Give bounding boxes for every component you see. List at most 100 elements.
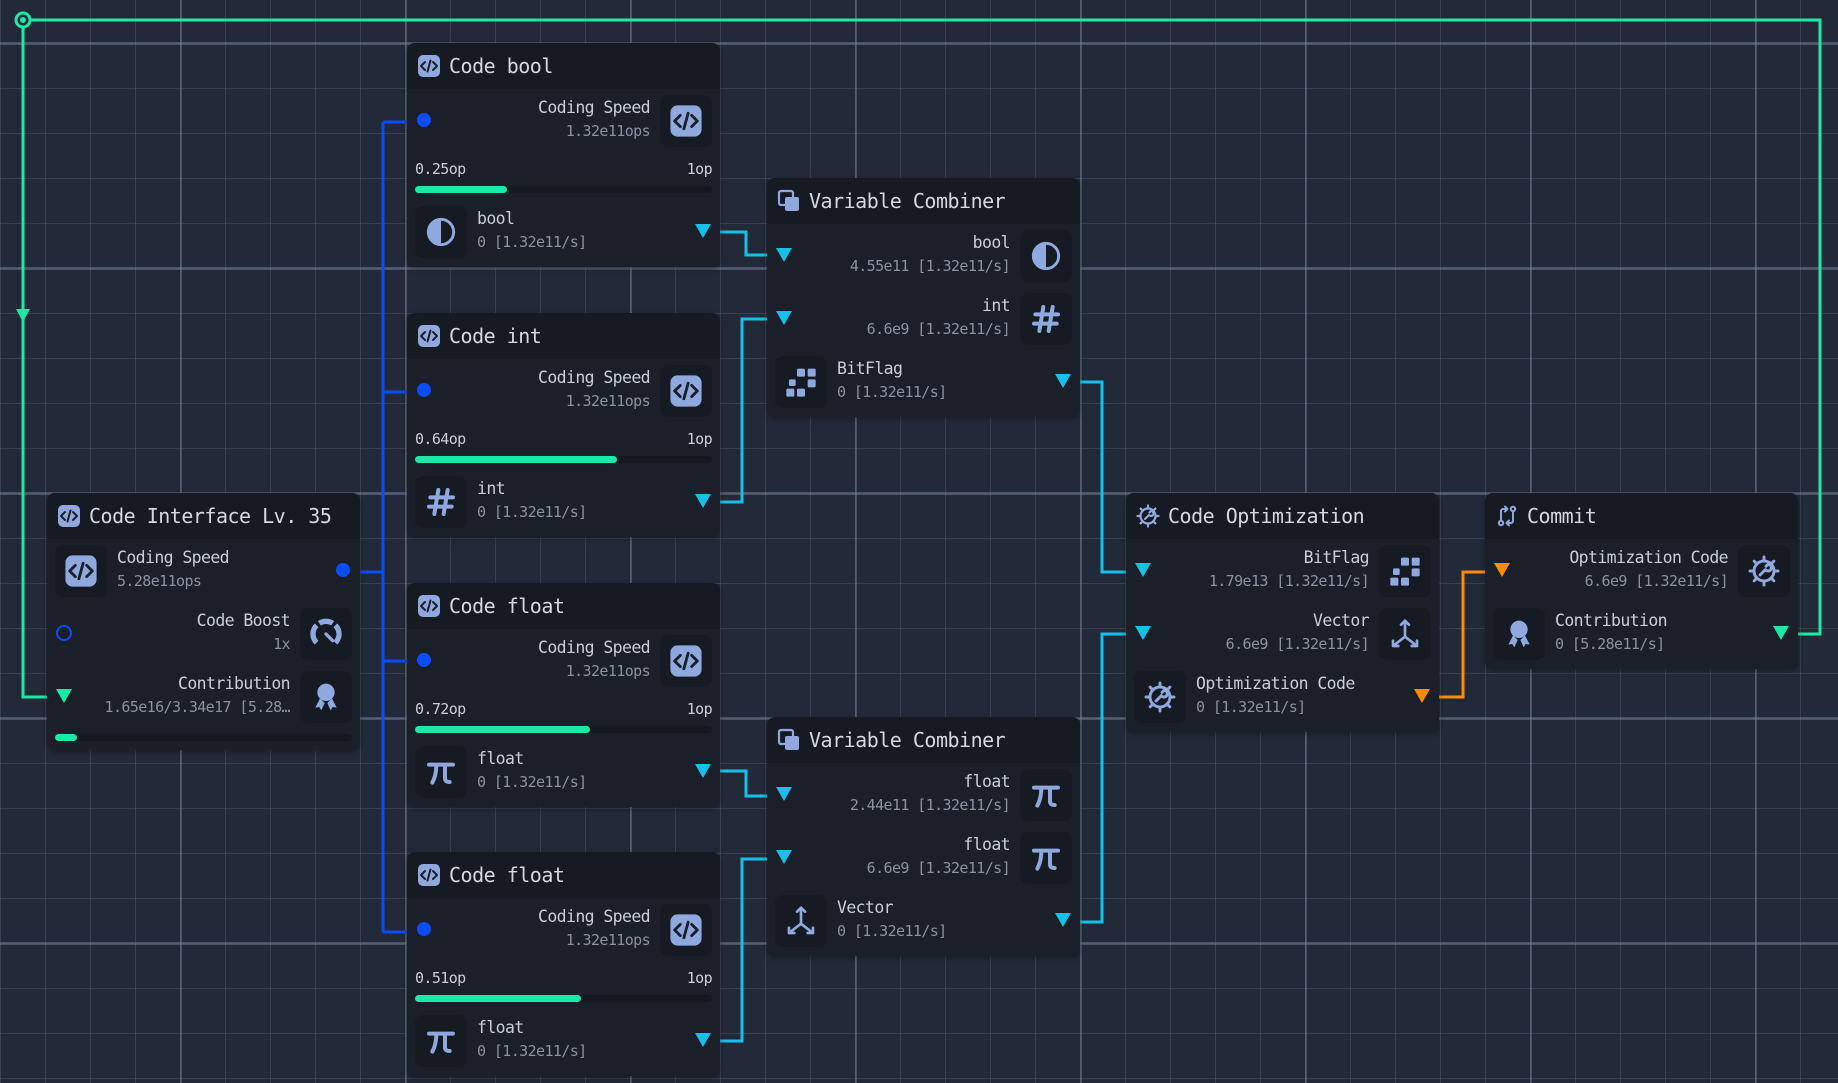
row-label: Optimization Code: [1196, 674, 1355, 693]
pi-icon: [1020, 832, 1072, 884]
code-icon: [660, 365, 712, 417]
row-value: 1.65e16/3.34e17 [5.28…: [104, 698, 291, 716]
row-label: Vector: [1312, 611, 1370, 630]
node-header[interactable]: Code float: [407, 852, 720, 898]
code-icon: [55, 545, 107, 597]
progress-max-label: 1op: [686, 160, 713, 178]
port-dot[interactable]: [417, 383, 431, 397]
code-icon: [417, 54, 441, 78]
node-code-bool[interactable]: Code bool Coding Speed 1.32e11ops 0.25op 1op…: [407, 43, 720, 267]
input-code-boost: Code Boost 1x: [47, 602, 360, 665]
output-vector: Vector 0 [1.32e11/s]: [767, 889, 1080, 952]
row-value: 0 [1.32e11/s]: [837, 922, 947, 940]
wire-int[interactable]: [702, 317, 783, 504]
row-label: Coding Speed: [537, 98, 651, 117]
progress-bar: [415, 456, 712, 463]
code-icon: [660, 635, 712, 687]
row-value: 6.6e9 [1.32e11/s]: [866, 859, 1011, 877]
node-code-float-1[interactable]: Code float Coding Speed 1.32e11ops 0.72op 1o…: [407, 583, 720, 807]
wire-reroute-dot: [20, 17, 26, 23]
node-header[interactable]: Code Interface Lv. 35: [47, 493, 360, 539]
row-label: Contribution: [1555, 611, 1668, 630]
row-text: Code Boost 1x: [197, 609, 291, 655]
pi-icon: [415, 1015, 467, 1067]
input-int: int 6.6e9 [1.32e11/s]: [767, 287, 1080, 350]
progress-max-label: 1op: [686, 700, 713, 718]
wire-bitflag[interactable]: [1062, 380, 1143, 574]
node-var-combiner-2[interactable]: Variable Combiner float 2.44e11 [1.32e11/s…: [767, 717, 1080, 956]
node-code-float-2[interactable]: Code float Coding Speed 1.32e11ops 0.51op 1o…: [407, 852, 720, 1076]
node-header[interactable]: Code Optimization: [1126, 493, 1439, 539]
code-icon: [417, 324, 441, 348]
port-triangle[interactable]: [776, 850, 792, 864]
row-label: Coding Speed: [537, 638, 651, 657]
wire-vector[interactable]: [1062, 632, 1143, 924]
port-triangle[interactable]: [1494, 563, 1510, 577]
row-label: Contribution: [177, 674, 291, 693]
input-bitflag: BitFlag 1.79e13 [1.32e11/s]: [1126, 539, 1439, 602]
input-coding-speed: Coding Speed 1.32e11ops: [407, 898, 720, 961]
wire-contribution-loop[interactable]: [21, 18, 1822, 699]
row-value: 0 [1.32e11/s]: [477, 233, 587, 251]
bitflag-icon: [1379, 545, 1431, 597]
node-header[interactable]: Commit: [1485, 493, 1798, 539]
progress-fill: [415, 186, 508, 193]
row-value: 1.79e13 [1.32e11/s]: [1208, 572, 1370, 590]
port-dot[interactable]: [417, 653, 431, 667]
progress-section: 0.72op 1op: [407, 692, 720, 740]
port-dot[interactable]: [336, 563, 350, 577]
node-code-optimization[interactable]: Code Optimization BitFlag 1.79e13 [1.32e11…: [1126, 493, 1439, 732]
output-contribution: Contribution 0 [5.28e11/s]: [1485, 602, 1798, 665]
port-dot[interactable]: [417, 922, 431, 936]
node-code-interface[interactable]: Code Interface Lv. 35 Coding Speed 5.28e11…: [47, 493, 360, 750]
hash-icon: [415, 476, 467, 528]
row-text: bool 0 [1.32e11/s]: [477, 207, 587, 253]
port-triangle[interactable]: [1055, 374, 1071, 388]
port-triangle[interactable]: [1135, 563, 1151, 577]
progress-min-label: 0.72op: [415, 700, 466, 718]
port-triangle[interactable]: [695, 764, 711, 778]
port-triangle[interactable]: [695, 494, 711, 508]
port-triangle[interactable]: [776, 311, 792, 325]
row-text: Coding Speed 1.32e11ops: [538, 905, 651, 951]
node-header[interactable]: Code float: [407, 583, 720, 629]
node-header[interactable]: Variable Combiner: [767, 717, 1080, 763]
wire-float-2[interactable]: [702, 857, 783, 1043]
progress-fill: [415, 995, 582, 1002]
port-triangle[interactable]: [776, 248, 792, 262]
port-triangle[interactable]: [1055, 913, 1071, 927]
port-triangle[interactable]: [1414, 689, 1430, 703]
node-title: Code Interface Lv. 35: [89, 504, 332, 528]
node-title: Variable Combiner: [809, 728, 1006, 752]
wire-bool[interactable]: [702, 230, 783, 257]
input-coding-speed: Coding Speed 1.32e11ops: [407, 89, 720, 152]
code-icon: [57, 504, 81, 528]
row-text: int 0 [1.32e11/s]: [477, 477, 587, 523]
row-label: Vector: [837, 898, 894, 917]
port-triangle[interactable]: [695, 1033, 711, 1047]
port-triangle[interactable]: [1773, 626, 1789, 640]
node-code-int[interactable]: Code int Coding Speed 1.32e11ops 0.64op 1op i…: [407, 313, 720, 537]
row-text: float 0 [1.32e11/s]: [477, 747, 587, 793]
port-triangle[interactable]: [56, 689, 72, 703]
progress-section: 0.51op 1op: [407, 961, 720, 1009]
output-bitflag: BitFlag 0 [1.32e11/s]: [767, 350, 1080, 413]
node-header[interactable]: Code bool: [407, 43, 720, 89]
port-triangle[interactable]: [776, 787, 792, 801]
node-header[interactable]: Code int: [407, 313, 720, 359]
row-label: float: [963, 835, 1010, 854]
wire-optimization-code[interactable]: [1422, 570, 1503, 699]
port-triangle[interactable]: [1135, 626, 1151, 640]
wire-float-1[interactable]: [702, 769, 783, 798]
node-header[interactable]: Variable Combiner: [767, 178, 1080, 224]
port-dot[interactable]: [417, 113, 431, 127]
code-icon: [660, 95, 712, 147]
progress-fill: [415, 456, 617, 463]
row-text: Optimization Code 0 [1.32e11/s]: [1196, 672, 1355, 718]
row-value: 0 [1.32e11/s]: [477, 773, 587, 791]
port-triangle[interactable]: [695, 224, 711, 238]
node-var-combiner-1[interactable]: Variable Combiner bool 4.55e11 [1.32e11/s]…: [767, 178, 1080, 417]
input-contribution: Contribution 1.65e16/3.34e17 [5.28…: [47, 665, 360, 728]
port-ring[interactable]: [56, 625, 72, 641]
node-commit[interactable]: Commit Optimization Code 6.6e9 [1.32e11/s]…: [1485, 493, 1798, 669]
